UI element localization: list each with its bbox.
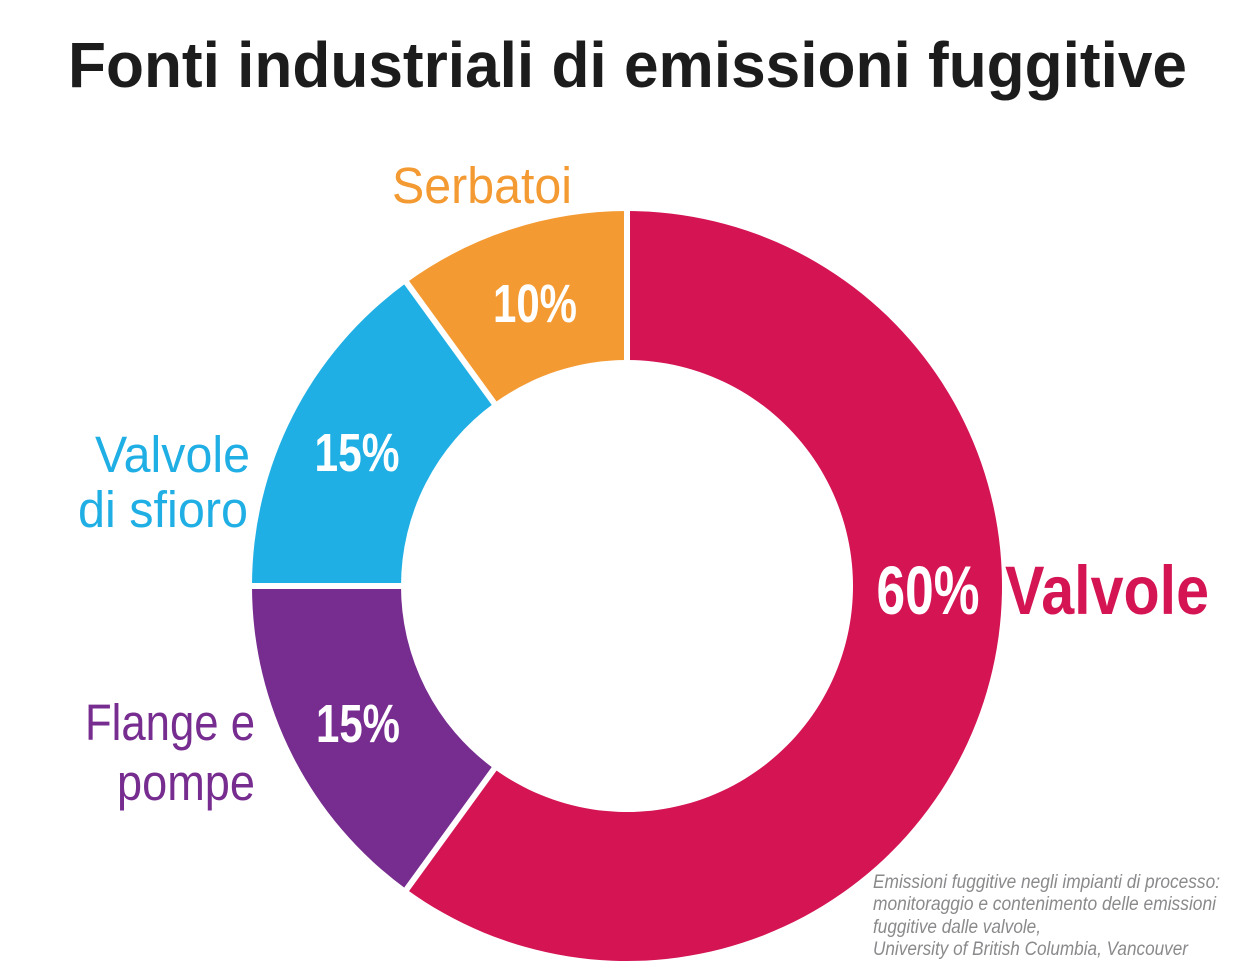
- label-valvole-di-sfioro-line1: Valvole: [95, 426, 250, 483]
- label-flange-e-pompe-line1: Flange e: [85, 694, 255, 751]
- source-note-line2: monitoraggio e contenimento delle emissi…: [873, 894, 1217, 915]
- label-serbatoi: Serbatoi: [392, 157, 572, 214]
- segment-valvole-di-sfioro: [252, 282, 495, 586]
- source-note-line4: University of British Columbia, Vancouve…: [873, 939, 1189, 960]
- source-note-line3: fuggitive dalle valvole,: [873, 917, 1041, 938]
- chart-title: Fonti industriali di emissioni fuggitive: [68, 29, 1187, 101]
- segment-divider: [401, 277, 500, 409]
- value-valvole-pct: 60%: [877, 552, 980, 629]
- segment-valvole: [406, 211, 1003, 962]
- value-serbatoi-pct: 10%: [493, 274, 577, 334]
- segment-divider: [401, 763, 500, 895]
- segment-flange-e-pompe: [252, 586, 495, 890]
- label-valvole-di-sfioro-line2: di sfioro: [78, 481, 248, 538]
- value-flange-pct: 15%: [316, 694, 400, 754]
- label-valvole: Valvole: [1005, 552, 1209, 629]
- value-sfioro-pct: 15%: [315, 423, 400, 483]
- source-note-line1: Emissioni fuggitive negli impianti di pr…: [873, 872, 1220, 893]
- source-note: Emissioni fuggitive negli impianti di pr…: [873, 872, 1220, 960]
- label-flange-e-pompe-line2: pompe: [117, 754, 255, 811]
- donut-segments: [248, 207, 1003, 962]
